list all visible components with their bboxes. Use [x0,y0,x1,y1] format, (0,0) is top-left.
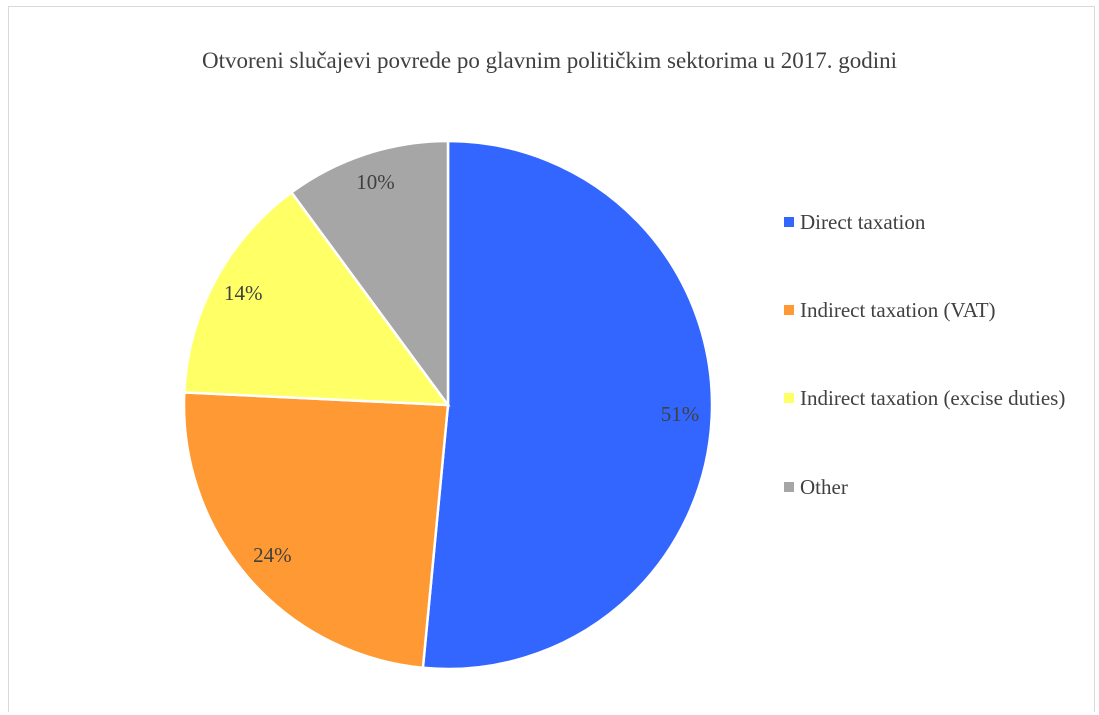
legend-item: Other [784,475,1070,500]
legend-label: Indirect taxation (excise duties) [800,386,1066,410]
chart-frame [8,6,1095,712]
data-label: 14% [224,281,263,305]
pie-slice [421,139,714,671]
legend-label: Other [800,475,848,499]
legend-swatch [784,217,794,227]
legend-label: Indirect taxation (VAT) [800,298,996,322]
legend-item: Direct taxation [784,210,1070,235]
legend-item: Indirect taxation (VAT) [784,298,1070,323]
pie-slice [182,190,451,407]
legend-swatch [784,305,794,315]
pie-slice [289,139,450,409]
legend-item: Indirect taxation (excise duties) [784,386,1070,411]
legend-label: Direct taxation [800,210,926,234]
data-label: 10% [356,170,395,194]
legend-swatch [784,482,794,492]
data-label: 51% [661,402,700,426]
pie-slice [182,391,450,670]
legend-swatch [784,393,794,403]
data-label: 24% [253,543,292,567]
chart-title: Otvoreni slučajevi povrede po glavnim po… [202,48,897,73]
